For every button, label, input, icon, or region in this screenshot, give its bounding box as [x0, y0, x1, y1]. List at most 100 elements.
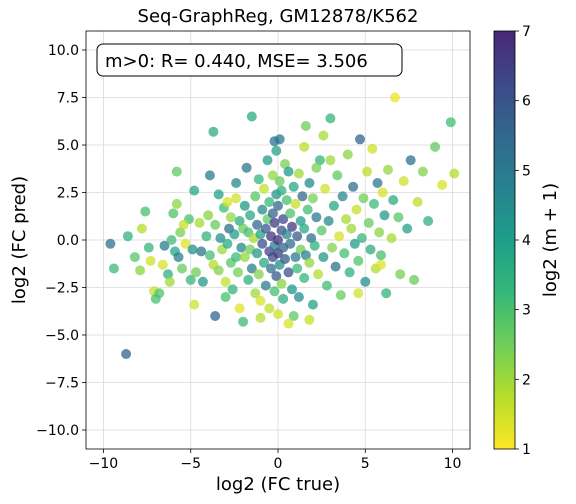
annotation-box [96, 43, 403, 77]
scatter-point [356, 233, 367, 244]
scatter-point [281, 195, 292, 206]
scatter-point [430, 141, 441, 152]
scatter-point [185, 274, 196, 285]
scatter-point [386, 233, 397, 244]
scatter-point [159, 240, 170, 251]
scatter-point [309, 240, 320, 251]
scatter-point [140, 206, 151, 217]
scatter-point [154, 288, 165, 299]
scatter-point [412, 197, 423, 207]
scatter-point [213, 265, 224, 276]
scatter-point [306, 233, 317, 244]
scatter-point [381, 288, 392, 299]
y-axis-label: log2 (FC pred) [9, 176, 30, 304]
scatter-point [135, 265, 146, 276]
x-tick-label: −10 [89, 456, 119, 472]
x-tick-label: 10 [444, 456, 462, 472]
scatter-point [196, 246, 207, 257]
scatter-point [255, 295, 266, 306]
x-tick-label: −5 [180, 456, 201, 472]
scatter-point [187, 244, 198, 255]
scatter-point [203, 210, 214, 221]
x-axis-ticks: −10 −5 0 5 10 [89, 449, 462, 472]
scatter-point [246, 111, 257, 122]
scatter-point [260, 280, 271, 291]
scatter-point [204, 250, 215, 261]
scatter-point [232, 267, 243, 278]
scatter-point [234, 303, 245, 314]
scatter-point [245, 210, 256, 221]
scatter-point [264, 197, 275, 207]
scatter-point [215, 233, 226, 244]
scatter-point [297, 191, 308, 202]
chart-title: Seq-GraphReg, GM12878/K562 [138, 6, 419, 27]
scatter-point [208, 126, 219, 137]
scatter-point [180, 238, 191, 249]
scatter-point [168, 208, 179, 219]
scatter-point [194, 217, 205, 228]
scatter-point [383, 164, 393, 175]
scatter-point [239, 200, 250, 211]
y-tick-label: 7.5 [57, 91, 79, 107]
scatter-point [252, 219, 263, 230]
scatter-point [437, 179, 448, 190]
scatter-point [225, 212, 236, 223]
scatter-point [346, 223, 357, 234]
colorbar-ticks: 1 2 3 4 5 6 7 [515, 24, 531, 458]
scatter-point [360, 276, 371, 287]
scatter-point [231, 252, 242, 263]
scatter-point [293, 168, 304, 179]
scatter-point [321, 280, 332, 291]
scatter-point [173, 252, 184, 263]
scatter-point [177, 263, 187, 274]
scatter-point [372, 178, 383, 188]
scatter-point [292, 263, 303, 274]
scatter-point [164, 276, 175, 287]
scatter-point [238, 316, 249, 327]
scatter-point [210, 311, 221, 321]
scatter-point [369, 198, 379, 209]
scatter-point [122, 231, 133, 242]
scatter-point [136, 223, 147, 234]
scatter-point [231, 178, 242, 188]
scatter-point [290, 198, 301, 209]
scatter-point [273, 309, 283, 320]
scatter-point [129, 252, 140, 263]
scatter-point [246, 263, 257, 274]
x-tick-label: 5 [361, 456, 370, 472]
colorbar-tick-label: 5 [522, 163, 531, 179]
scatter-point [171, 166, 182, 177]
scatter-point [367, 143, 378, 154]
scatter-point [379, 210, 390, 221]
y-tick-label: 0.0 [57, 233, 79, 249]
scatter-point [376, 259, 386, 270]
scatter-point [260, 223, 271, 234]
scatter-point [417, 166, 428, 177]
scatter-point [259, 257, 269, 268]
scatter-point [323, 216, 334, 226]
scatter-point [191, 267, 201, 278]
colorbar-tick-label: 6 [522, 94, 531, 110]
scatter-point [300, 121, 311, 131]
scatter-point [257, 238, 268, 249]
scatter-point [377, 187, 388, 198]
scatter-point [163, 269, 173, 280]
scatter-point [241, 162, 252, 173]
scatter-point [231, 193, 242, 204]
colorbar-tick-label: 2 [522, 372, 531, 388]
scatter-point [288, 181, 299, 192]
scatter-point [325, 155, 336, 166]
stats-annotation: m>0: R= 0.440, MSE= 3.506 [96, 43, 403, 77]
scatter-point [365, 244, 376, 255]
scatter-point [264, 303, 275, 314]
scatter-point [353, 288, 364, 299]
y-tick-label: −7.5 [45, 376, 79, 392]
y-tick-label: −2.5 [45, 281, 79, 297]
scatter-point [166, 235, 177, 245]
scatter-point [290, 252, 301, 263]
scatter-point [267, 170, 278, 181]
scatter-point [307, 193, 318, 204]
scatter-point [318, 252, 329, 263]
scatter-point [250, 288, 261, 299]
